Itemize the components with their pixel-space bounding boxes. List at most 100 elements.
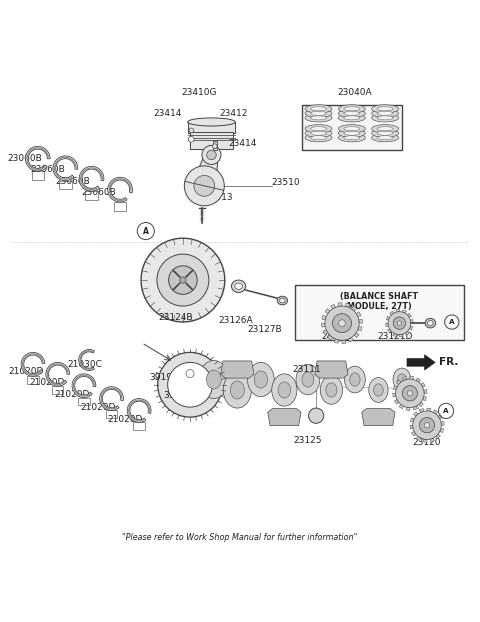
Polygon shape	[411, 432, 416, 436]
Polygon shape	[410, 376, 414, 379]
Polygon shape	[334, 339, 339, 343]
Polygon shape	[25, 146, 50, 171]
Text: A: A	[443, 408, 449, 414]
Bar	[133, 422, 145, 430]
Circle shape	[189, 128, 194, 133]
Polygon shape	[393, 393, 396, 397]
Text: MODULE, 27T): MODULE, 27T)	[347, 302, 411, 311]
Polygon shape	[268, 409, 301, 425]
Bar	[85, 191, 98, 200]
Circle shape	[207, 150, 216, 160]
Bar	[27, 376, 39, 384]
Bar	[188, 122, 235, 133]
Polygon shape	[53, 156, 78, 180]
Text: 21020D: 21020D	[81, 402, 116, 412]
Circle shape	[309, 408, 324, 424]
Text: 21030C: 21030C	[67, 360, 102, 369]
Ellipse shape	[305, 124, 332, 132]
Polygon shape	[221, 361, 254, 378]
Ellipse shape	[344, 127, 360, 131]
Polygon shape	[396, 380, 401, 384]
Ellipse shape	[305, 104, 332, 113]
Ellipse shape	[345, 366, 365, 393]
Ellipse shape	[305, 134, 332, 142]
Polygon shape	[387, 329, 391, 333]
Polygon shape	[331, 304, 336, 309]
Circle shape	[420, 417, 434, 433]
Polygon shape	[46, 363, 70, 386]
Text: 23120: 23120	[413, 438, 441, 447]
Circle shape	[158, 353, 222, 417]
Ellipse shape	[230, 381, 244, 399]
Circle shape	[168, 363, 213, 407]
Ellipse shape	[223, 372, 252, 408]
Circle shape	[184, 166, 224, 206]
Ellipse shape	[344, 107, 360, 111]
Ellipse shape	[344, 131, 360, 135]
Polygon shape	[362, 409, 395, 425]
Text: 39190A: 39190A	[163, 391, 198, 400]
Ellipse shape	[311, 116, 326, 120]
Polygon shape	[399, 334, 403, 337]
Ellipse shape	[372, 104, 398, 113]
Polygon shape	[79, 166, 104, 191]
Circle shape	[393, 317, 406, 329]
Polygon shape	[72, 374, 96, 397]
Polygon shape	[410, 425, 413, 429]
Circle shape	[388, 312, 411, 335]
Polygon shape	[322, 323, 325, 327]
Text: 23040A: 23040A	[337, 88, 372, 96]
Ellipse shape	[372, 134, 398, 142]
Circle shape	[402, 386, 418, 401]
Ellipse shape	[377, 107, 393, 111]
Text: "Please refer to Work Shop Manual for further information": "Please refer to Work Shop Manual for fu…	[122, 532, 358, 542]
Polygon shape	[424, 389, 427, 393]
Ellipse shape	[326, 383, 337, 397]
Ellipse shape	[377, 131, 393, 135]
Bar	[302, 105, 402, 151]
Ellipse shape	[338, 134, 365, 142]
Polygon shape	[358, 327, 362, 331]
Ellipse shape	[311, 107, 326, 111]
Ellipse shape	[372, 114, 398, 122]
Polygon shape	[108, 177, 132, 202]
Polygon shape	[100, 387, 123, 411]
Ellipse shape	[372, 124, 398, 132]
Polygon shape	[342, 340, 346, 343]
Text: 23111: 23111	[292, 364, 321, 374]
Ellipse shape	[272, 374, 297, 406]
Ellipse shape	[311, 136, 326, 140]
Text: 23412: 23412	[220, 109, 248, 118]
Polygon shape	[410, 320, 413, 323]
Text: 23060B: 23060B	[30, 165, 65, 174]
Bar	[78, 397, 90, 405]
Polygon shape	[405, 331, 409, 335]
Polygon shape	[322, 315, 326, 320]
Circle shape	[333, 313, 351, 333]
Polygon shape	[407, 355, 435, 370]
Text: (BALANCE SHAFT: (BALANCE SHAFT	[340, 292, 418, 302]
Circle shape	[202, 146, 221, 164]
Bar	[295, 285, 464, 340]
Circle shape	[325, 306, 359, 340]
Polygon shape	[416, 378, 420, 382]
Polygon shape	[408, 313, 411, 317]
Ellipse shape	[428, 320, 433, 326]
Ellipse shape	[277, 296, 288, 305]
Text: 23513: 23513	[204, 193, 233, 202]
Polygon shape	[385, 323, 388, 327]
Polygon shape	[399, 404, 404, 409]
Polygon shape	[348, 337, 353, 342]
Ellipse shape	[344, 136, 360, 140]
Ellipse shape	[279, 298, 285, 303]
Ellipse shape	[369, 378, 388, 402]
Polygon shape	[21, 353, 45, 376]
Polygon shape	[354, 333, 359, 338]
Polygon shape	[390, 311, 394, 315]
Text: FR.: FR.	[439, 358, 458, 368]
Text: 23127B: 23127B	[247, 325, 282, 333]
Polygon shape	[79, 350, 95, 371]
Polygon shape	[359, 319, 362, 323]
Polygon shape	[441, 421, 444, 425]
Circle shape	[407, 391, 412, 396]
